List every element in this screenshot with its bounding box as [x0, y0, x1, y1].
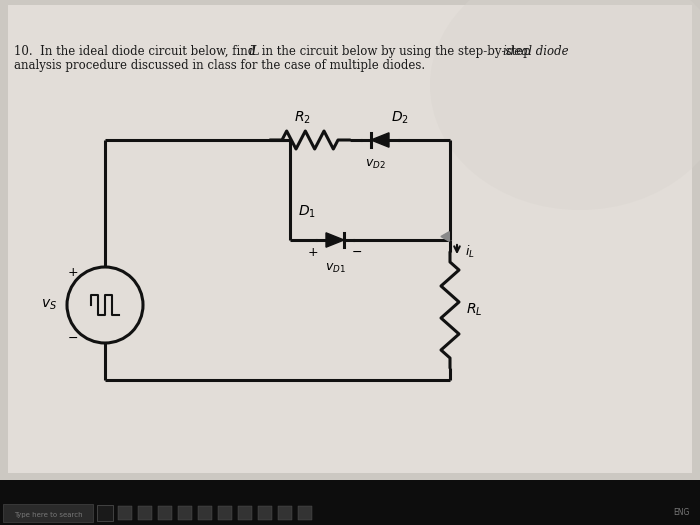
- Bar: [118, 506, 132, 520]
- Text: analysis procedure discussed in class for the case of multiple diodes.: analysis procedure discussed in class fo…: [14, 59, 425, 72]
- Text: $D_2$: $D_2$: [391, 110, 409, 126]
- Text: $v_{D1}$: $v_{D1}$: [325, 262, 345, 275]
- Text: −: −: [68, 331, 78, 344]
- Bar: [138, 506, 152, 520]
- Text: $i_L$: $i_L$: [465, 244, 475, 260]
- Text: $D_1$: $D_1$: [298, 204, 316, 220]
- Bar: [278, 506, 292, 520]
- Text: −: −: [351, 246, 363, 258]
- Bar: [0, 480, 700, 525]
- Bar: [158, 506, 172, 520]
- Text: $v_{D2}$: $v_{D2}$: [365, 158, 386, 171]
- Bar: [178, 506, 192, 520]
- Ellipse shape: [430, 0, 700, 210]
- Text: +: +: [308, 246, 318, 258]
- Text: in the circuit below by using the step-by-step: in the circuit below by using the step-b…: [258, 45, 535, 58]
- Bar: [258, 506, 272, 520]
- Bar: [198, 506, 212, 520]
- Text: 10.  In the ideal diode circuit below, find: 10. In the ideal diode circuit below, fi…: [14, 45, 259, 58]
- Bar: [238, 506, 252, 520]
- Text: ENG: ENG: [673, 508, 690, 517]
- Polygon shape: [371, 133, 389, 147]
- Bar: [97, 505, 113, 521]
- Text: ideal diode: ideal diode: [503, 45, 568, 58]
- Text: iL: iL: [248, 45, 260, 58]
- Text: $R_2$: $R_2$: [293, 110, 310, 126]
- Text: $v_S$: $v_S$: [41, 298, 57, 312]
- Bar: [3, 504, 93, 522]
- Polygon shape: [326, 233, 344, 247]
- Text: +: +: [68, 266, 78, 278]
- Bar: [218, 506, 232, 520]
- Text: Type here to search: Type here to search: [14, 512, 83, 518]
- Bar: [298, 506, 312, 520]
- Text: $R_L$: $R_L$: [466, 302, 482, 318]
- Bar: [8, 5, 692, 473]
